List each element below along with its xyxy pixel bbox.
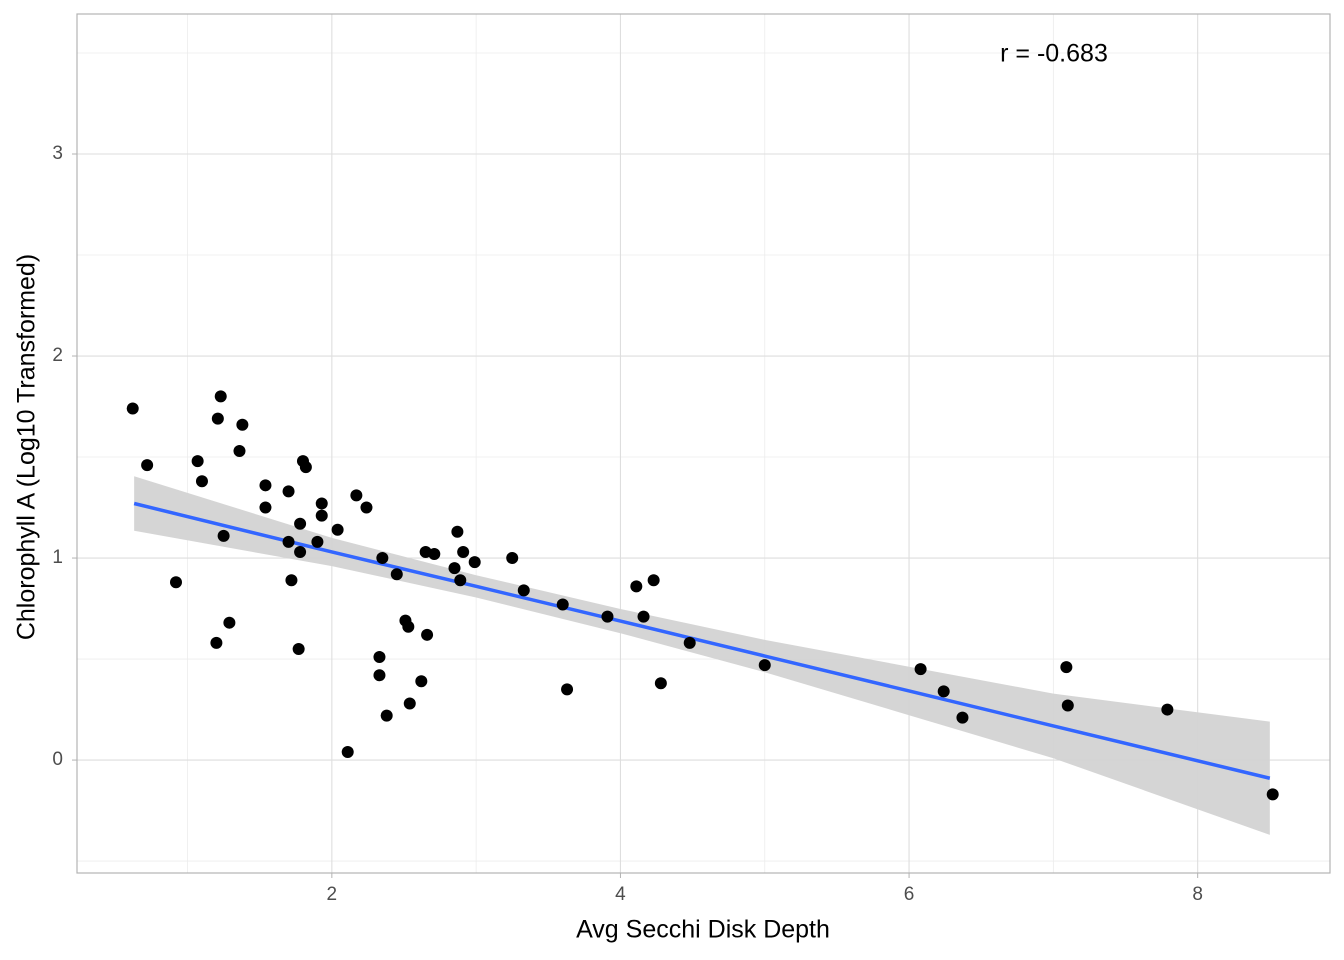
point [376, 552, 389, 565]
point [141, 459, 154, 472]
point [233, 444, 246, 457]
point [561, 683, 574, 696]
point [402, 620, 415, 633]
point [311, 535, 324, 548]
point [191, 455, 204, 468]
x-tick-label: 4 [615, 884, 626, 905]
point [556, 598, 569, 611]
point [259, 479, 272, 492]
point [914, 663, 927, 676]
y-tick-label: 2 [52, 345, 63, 366]
annotation: r = -0.683 [1000, 40, 1108, 68]
y-tick-label: 0 [52, 749, 63, 770]
point [415, 675, 428, 688]
point [282, 485, 295, 498]
point [1161, 703, 1174, 716]
point [331, 523, 344, 536]
point [390, 568, 403, 581]
x-tick-label: 6 [904, 884, 915, 905]
point [1061, 699, 1074, 712]
point [195, 475, 208, 488]
point [506, 552, 519, 565]
x-tick-label: 2 [327, 884, 338, 905]
point [1060, 661, 1073, 674]
point [223, 616, 236, 629]
point [403, 697, 416, 710]
point [214, 390, 227, 403]
confidence-band [134, 476, 1270, 835]
point [236, 418, 249, 431]
point [126, 402, 139, 415]
point [421, 628, 434, 641]
point [169, 576, 182, 589]
point [259, 501, 272, 514]
point [315, 509, 328, 522]
point [517, 584, 530, 597]
point [454, 574, 467, 587]
point [451, 525, 464, 538]
point [630, 580, 643, 593]
point [350, 489, 363, 502]
point [428, 548, 441, 561]
point [758, 659, 771, 672]
point [937, 685, 950, 698]
point [601, 610, 614, 623]
point [468, 556, 481, 569]
y-tick-label: 3 [52, 143, 63, 164]
point [373, 651, 386, 664]
point [211, 412, 224, 425]
point [683, 636, 696, 649]
x-tick-label: 8 [1192, 884, 1203, 905]
point [448, 562, 461, 575]
point [637, 610, 650, 623]
y-axis-title: Chlorophyll A (Log10 Transformed) [13, 254, 41, 640]
point [217, 529, 230, 542]
x-axis-title: Avg Secchi Disk Depth [576, 916, 830, 944]
point [956, 711, 969, 724]
point [285, 574, 298, 587]
panel-border [76, 13, 1331, 874]
point [210, 636, 223, 649]
point [299, 461, 312, 474]
y-tick-label: 1 [52, 547, 63, 568]
point [457, 545, 470, 558]
point [380, 709, 393, 722]
point [654, 677, 667, 690]
point [647, 574, 660, 587]
point [282, 535, 295, 548]
point [294, 545, 307, 558]
point [315, 497, 328, 510]
grid [77, 14, 1330, 873]
point [360, 501, 373, 514]
point [1266, 788, 1279, 801]
point [341, 745, 354, 758]
marks [126, 390, 1279, 835]
point [292, 642, 305, 655]
point [373, 669, 386, 682]
point [294, 517, 307, 530]
